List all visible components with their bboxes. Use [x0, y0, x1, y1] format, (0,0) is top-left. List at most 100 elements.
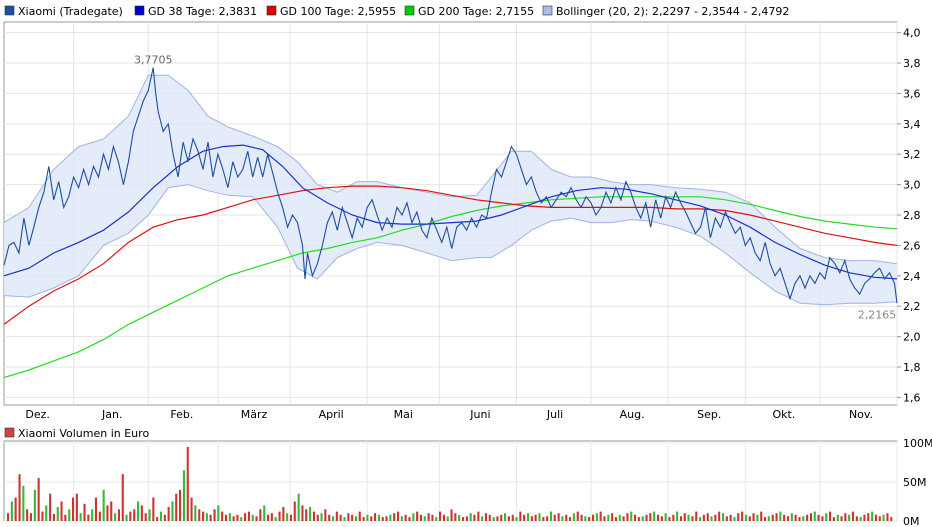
volume-bar: [416, 511, 419, 521]
volume-bar: [450, 509, 453, 521]
volume-bar: [83, 503, 86, 521]
volume-bar: [129, 511, 132, 521]
volume-bar: [660, 516, 663, 521]
volume-bar: [377, 514, 380, 521]
volume-bar: [412, 513, 415, 521]
volume-bar: [156, 517, 159, 521]
volume-bar: [267, 514, 270, 521]
legend-label: GD 38 Tage: 2,3831: [148, 5, 257, 18]
volume-bar: [874, 514, 877, 521]
gd38-line: [3, 144, 898, 280]
bollinger-band: [3, 74, 898, 306]
volume-bar: [527, 513, 530, 521]
volume-bar: [840, 516, 843, 521]
volume-bar: [469, 513, 472, 521]
volume-bar: [41, 511, 44, 521]
volume-bar: [813, 511, 816, 521]
volume-bar: [565, 514, 568, 521]
volume-bar: [289, 514, 292, 521]
volume-bar: [328, 514, 331, 521]
volume-bar: [878, 516, 881, 521]
volume-bar: [358, 511, 361, 521]
volume-bar: [110, 501, 113, 521]
y-tick-label: 2,2: [903, 300, 921, 313]
volume-bar: [702, 514, 705, 521]
volume-bar: [542, 517, 545, 521]
volume-bar: [523, 514, 526, 521]
volume-bar: [683, 513, 686, 521]
volume-bar: [657, 514, 660, 521]
volume-legend-label: Xiaomi Volumen in Euro: [18, 427, 149, 440]
volume-bar: [561, 516, 564, 521]
gd200-line: [3, 196, 898, 379]
annotations: 3,7705 2,2165: [134, 54, 896, 322]
volume-bar: [595, 513, 598, 521]
volume-bar: [576, 511, 579, 521]
volume-bar: [492, 517, 495, 521]
volume-bar: [347, 513, 350, 521]
volume-bar: [305, 509, 308, 521]
volume-bar: [832, 517, 835, 521]
volume-bar: [504, 513, 507, 521]
volume-bar: [829, 511, 832, 521]
volume-bar: [354, 516, 357, 521]
volume-bar: [152, 497, 155, 521]
volume-bar: [511, 514, 514, 521]
volume-bar: [213, 509, 216, 521]
volume-bar: [714, 514, 717, 521]
x-tick-label: Jan.: [101, 408, 122, 421]
volume-bar: [886, 513, 889, 521]
volume-bar: [798, 517, 801, 521]
legend-label: GD 200 Tage: 2,7155: [418, 5, 534, 18]
x-tick-label: Dez.: [25, 408, 50, 421]
volume-bar: [549, 511, 552, 521]
volume-bar: [309, 507, 312, 521]
volume-bar: [431, 514, 434, 521]
high-annotation: 3,7705: [134, 54, 173, 67]
volume-bar: [175, 493, 178, 521]
volume-tick-label: 0M: [903, 515, 920, 527]
volume-bar: [423, 516, 426, 521]
y-tick-label: 1,8: [903, 361, 921, 374]
volume-bar: [98, 511, 101, 521]
volume-gridlines: [4, 441, 898, 522]
volume-bar: [695, 511, 698, 521]
volume-bar: [806, 514, 809, 521]
volume-bar: [301, 505, 304, 521]
y-tick-label: 1,6: [903, 391, 921, 404]
volume-bar: [121, 474, 124, 521]
volume-bar: [481, 516, 484, 521]
volume-bar: [198, 509, 201, 521]
volume-bar: [37, 478, 40, 521]
volume-bar: [462, 517, 465, 521]
volume-bar: [446, 516, 449, 521]
volume-bar: [60, 501, 63, 521]
volume-bar: [137, 501, 140, 521]
volume-bars: [7, 446, 893, 521]
volume-bar: [22, 485, 25, 521]
volume-bar: [282, 507, 285, 521]
volume-bar: [557, 513, 560, 521]
volume-bar: [144, 513, 147, 521]
volume-bar: [775, 513, 778, 521]
volume-bar: [102, 489, 105, 521]
volume-bar: [133, 509, 136, 521]
volume-bar: [167, 507, 170, 521]
volume-bar: [592, 514, 595, 521]
volume-bar: [630, 511, 633, 521]
volume-bar: [546, 516, 549, 521]
volume-bar: [240, 517, 243, 521]
x-tick-label: April: [319, 408, 344, 421]
x-tick-label: Aug.: [620, 408, 645, 421]
volume-bar: [339, 514, 342, 521]
volume-bar: [737, 513, 740, 521]
volume-bar: [699, 517, 702, 521]
volume-bar: [114, 513, 117, 521]
volume-bar: [553, 514, 556, 521]
bollinger-lower-line: [3, 184, 898, 306]
volume-bar: [863, 514, 866, 521]
volume-bar: [52, 514, 55, 521]
volume-bar: [286, 513, 289, 521]
volume-bar: [882, 514, 885, 521]
